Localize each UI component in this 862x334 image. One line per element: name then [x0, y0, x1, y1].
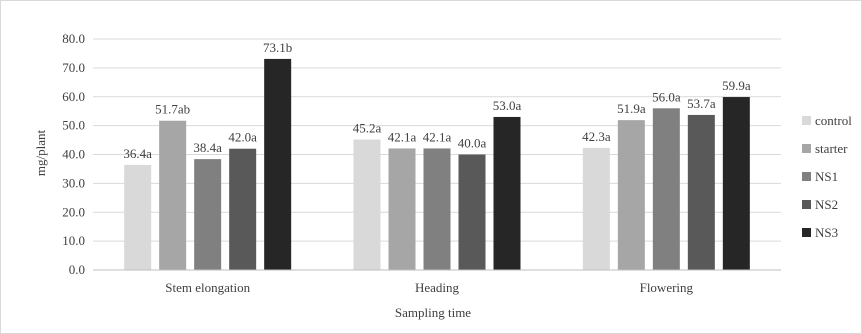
- data-label: 73.1b: [263, 40, 292, 55]
- y-tick-label: 20.0: [62, 204, 85, 219]
- bar-ns2-stem-elongation: [229, 148, 257, 270]
- bar-control-stem-elongation: [124, 164, 152, 270]
- legend-label: starter: [815, 141, 848, 156]
- legend-label: NS1: [815, 169, 838, 184]
- data-label: 53.7a: [687, 96, 716, 111]
- data-label: 38.4a: [193, 140, 222, 155]
- legend-swatch: [802, 144, 811, 153]
- bar-starter-heading: [388, 148, 416, 270]
- bar-starter-flowering: [617, 120, 645, 270]
- x-tick-label: Stem elongation: [165, 280, 250, 295]
- data-label: 40.0a: [458, 136, 487, 151]
- legend-swatch: [802, 116, 811, 125]
- legend: control starter NS1 NS2 NS3: [802, 113, 852, 240]
- data-label: 59.9a: [722, 78, 751, 93]
- data-labels: 36.4a 51.7ab 38.4a 42.0a 73.1b 45.2a 42.1a 42.1…: [123, 40, 750, 161]
- data-label: 42.1a: [423, 129, 452, 144]
- bar-ns3-heading: [493, 116, 521, 271]
- data-label: 56.0a: [652, 89, 681, 104]
- y-tick-label: 80.0: [62, 31, 85, 46]
- data-label: 42.3a: [582, 129, 611, 144]
- data-label: 51.7ab: [155, 102, 190, 117]
- bar-ns1-stem-elongation: [194, 159, 222, 270]
- legend-label: control: [815, 113, 852, 128]
- y-axis-title: mg/plant: [33, 130, 48, 177]
- bar-ns2-heading: [458, 154, 486, 270]
- x-tick-label: Heading: [415, 280, 460, 295]
- data-label: 51.9a: [617, 101, 646, 116]
- bar-ns1-heading: [423, 148, 451, 270]
- legend-swatch: [802, 200, 811, 209]
- axes: 0.0 10.0 20.0 30.0 40.0 50.0 60.0 70.0 80.0 Stem …: [62, 31, 781, 295]
- bars: [124, 58, 750, 271]
- y-tick-label: 50.0: [62, 118, 85, 133]
- y-tick-label: 30.0: [62, 175, 85, 190]
- y-tick-label: 60.0: [62, 89, 85, 104]
- bar-ns2-flowering: [687, 114, 715, 270]
- x-axis-title: Sampling time: [395, 305, 471, 320]
- bar-starter-stem-elongation: [159, 120, 187, 270]
- bar-ns3-flowering: [722, 97, 750, 270]
- legend-label: NS3: [815, 225, 838, 240]
- data-label: 42.1a: [388, 129, 417, 144]
- y-tick-label: 0.0: [69, 262, 85, 277]
- legend-label: NS2: [815, 197, 838, 212]
- data-label: 42.0a: [228, 130, 257, 145]
- x-tick-label: Flowering: [640, 280, 694, 295]
- bar-control-heading: [353, 139, 381, 270]
- bar-ns1-flowering: [652, 108, 680, 270]
- y-tick-label: 70.0: [62, 60, 85, 75]
- data-label: 53.0a: [493, 98, 522, 113]
- y-tick-label: 40.0: [62, 147, 85, 162]
- legend-swatch: [802, 228, 811, 237]
- bar-control-flowering: [582, 147, 610, 270]
- y-tick-label: 10.0: [62, 233, 85, 248]
- data-label: 36.4a: [123, 146, 152, 161]
- data-label: 45.2a: [353, 120, 382, 135]
- legend-swatch: [802, 172, 811, 181]
- bar-ns3-stem-elongation: [264, 58, 292, 270]
